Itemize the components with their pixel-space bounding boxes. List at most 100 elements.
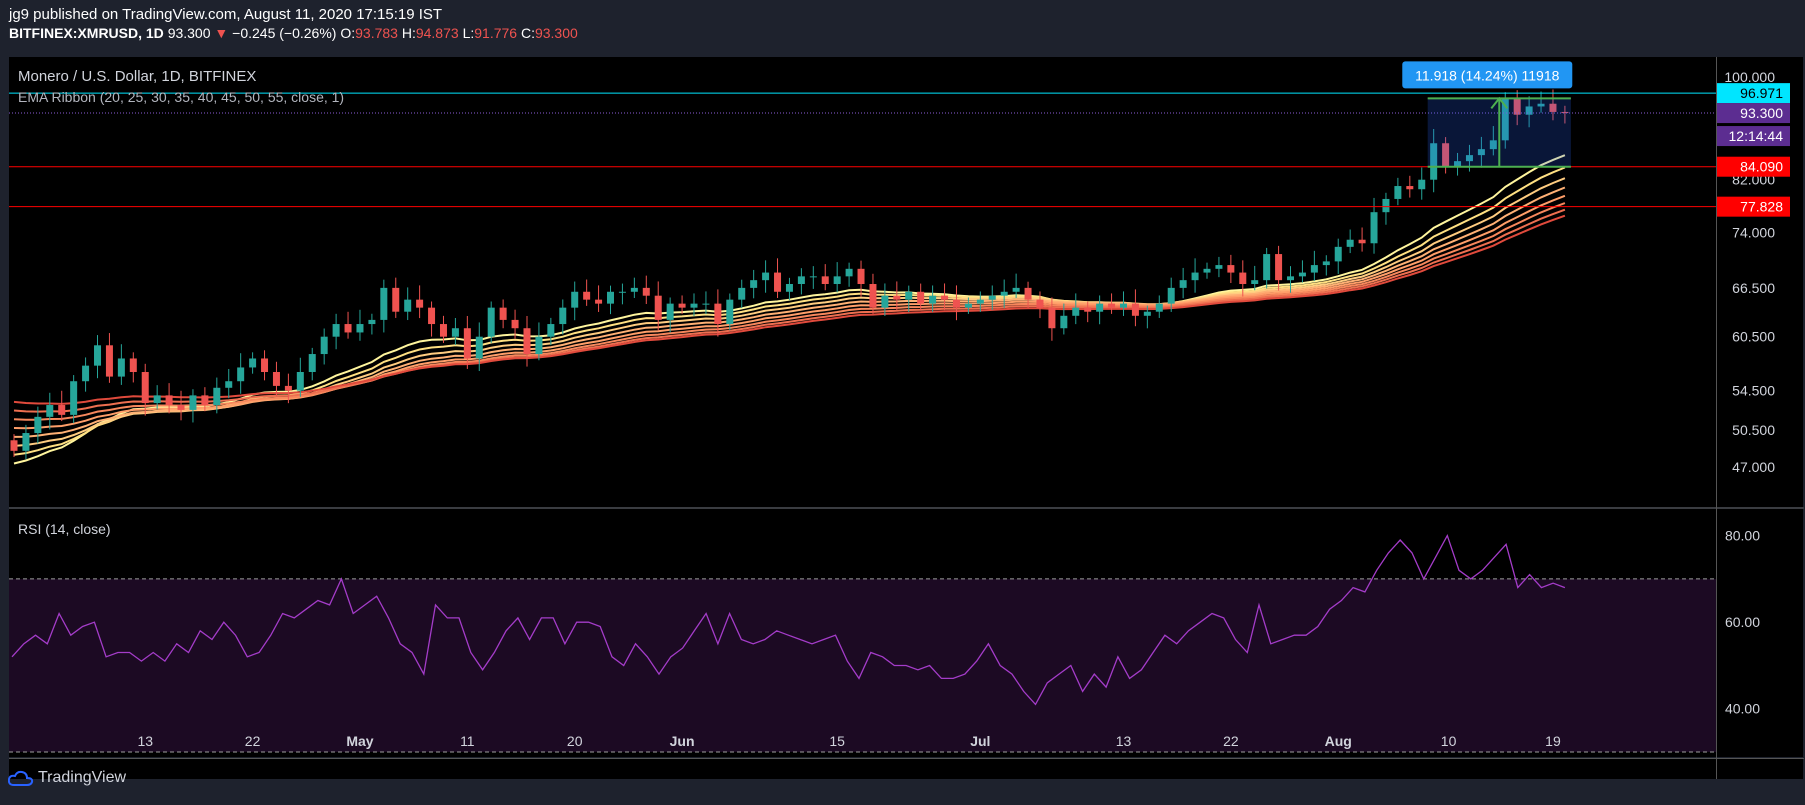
candle-body [607,291,614,304]
time-axis-tick: 13 [1116,733,1132,749]
time-axis-tick: 22 [245,733,261,749]
candle-body [1537,103,1545,107]
time-axis-tick: 11 [460,733,475,749]
candle-body [439,324,447,337]
candle-body [249,358,257,368]
candle-body [1346,239,1354,247]
candle-body [1310,265,1318,273]
price-axis-tick: 54.500 [1732,383,1775,399]
price-axis-tick: 47.000 [1732,459,1775,475]
candle-body [1072,307,1080,316]
candle-body [451,328,459,337]
time-axis-tick: 20 [567,733,583,749]
candle-body [58,405,66,415]
candle-body [284,385,292,391]
time-axis-tick: 10 [1441,733,1457,749]
candle-body [1096,303,1104,312]
candle-body [571,291,579,308]
price-axis-tick: 50.500 [1732,422,1775,438]
candle-body [941,295,949,300]
price-axis-label: 12:14:44 [1729,128,1784,144]
candle-body [1036,299,1044,308]
candle-body [869,284,877,308]
candle-body [129,358,137,373]
candle-body [595,299,603,304]
candle-body [189,395,197,410]
candle-body [1358,239,1366,244]
rsi-band-fill [9,578,1716,752]
candle-body [821,276,829,285]
candle-body [261,358,269,373]
time-axis-tick: 22 [1223,733,1239,749]
candle-body [201,395,209,406]
candle-body [499,307,507,320]
rsi-axis-tick: 80.00 [1725,528,1760,544]
candle-body [1191,272,1199,281]
time-axis-strip [9,758,1803,779]
candle-body [475,336,483,359]
price-axis-label-bg [1717,126,1790,147]
candle-body [809,276,817,278]
candle-body [368,319,376,325]
candle-body [559,307,567,325]
candle-body [225,381,233,388]
candle-body [392,287,400,312]
candle-body [1501,98,1509,141]
ema-ribbon-line [13,208,1566,413]
publisher-line: jg9 published on TradingView.com, August… [9,6,443,23]
symbol-line: BITFINEX:XMRUSD, 1D 93.300 ▼ −0.245 (−0.… [9,24,578,43]
candle-body [296,372,304,391]
candle-body [1454,161,1462,168]
candle-body [1000,291,1008,296]
time-axis-tick: Jun [670,733,695,749]
price-axis-label-bg [1717,103,1790,124]
time-axis-tick: Aug [1325,733,1352,749]
measure-arrow-icon [1490,96,1509,109]
last-price: 93.300 [167,25,211,41]
candle-body [917,291,925,304]
price-axis-tick: 74.000 [1732,225,1775,241]
price-pane-title: Monero / U.S. Dollar, 1D, BITFINEX [18,68,256,85]
candle-body [272,372,280,386]
candle-body [237,367,245,382]
rsi-axis-tick: 40.00 [1725,701,1760,717]
candle-body [1155,303,1163,312]
candle-body [1489,140,1497,150]
candle-body [714,303,722,325]
low-label: L: [462,25,475,41]
candle-body [738,287,746,300]
open-label: O: [340,25,356,41]
brand-name: TradingView [38,769,127,786]
candle-body [1322,261,1330,266]
ema-ribbon-line [13,194,1566,430]
price-axis-label: 93.300 [1740,105,1783,121]
candle-body [1334,246,1342,262]
candle-body [535,336,543,355]
candle-body [1143,311,1151,316]
candle-body [332,324,340,337]
candle-body [1549,103,1557,112]
close-label: C: [520,25,535,41]
high-label: H: [401,25,416,41]
measure-label: 11.918 (14.24%) 11918 [1415,67,1559,83]
candle-body [1024,287,1032,300]
candle-body [487,307,495,337]
candle-body [1525,106,1533,115]
candle-body [1131,303,1139,316]
down-arrow-icon: ▼ [214,25,229,41]
candle-body [833,276,841,285]
candle-body [1382,198,1390,213]
candle-body [583,291,591,300]
candle-body [1012,287,1020,292]
candle-body [976,299,984,304]
candle-body [905,291,913,300]
candle-body [1275,254,1283,281]
candle-body [356,324,364,333]
candle-body [1108,303,1116,308]
time-axis-tick: 19 [1545,733,1561,749]
candle-body [177,405,185,410]
candle-body [463,328,471,359]
candle-body [952,299,960,308]
candle-body [320,336,328,355]
